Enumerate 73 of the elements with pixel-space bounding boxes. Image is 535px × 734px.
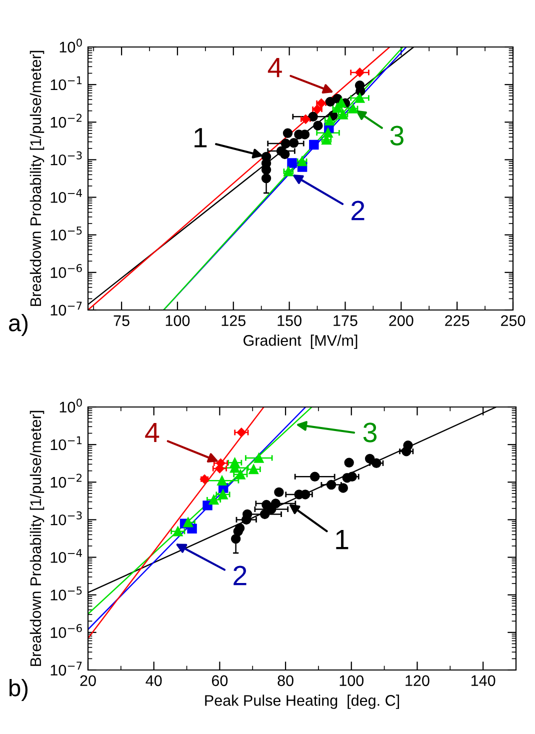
x-tick-label: 75 bbox=[114, 315, 130, 326]
point bbox=[355, 68, 364, 78]
point bbox=[344, 458, 354, 468]
point bbox=[270, 498, 281, 508]
point bbox=[280, 138, 291, 148]
x-axis-title: Gradient [MV/m] bbox=[244, 334, 358, 349]
point bbox=[282, 128, 293, 138]
y-tick-label: 10$^{−2}$ bbox=[50, 114, 82, 128]
y-tick-label: 10$^{−6}$ bbox=[50, 624, 82, 638]
annotation: 2 bbox=[234, 566, 246, 586]
x-tick-label: 250 bbox=[501, 315, 526, 326]
point bbox=[308, 112, 318, 122]
x-tick-label: 175 bbox=[334, 315, 358, 326]
y-tick-label: 10$^{−4}$ bbox=[50, 549, 82, 563]
annotation: 4 bbox=[145, 422, 160, 442]
y-tick-label: 10$^{−4}$ bbox=[50, 189, 82, 203]
point bbox=[347, 472, 357, 482]
y-tick-label: 10$^{−5}$ bbox=[50, 226, 82, 240]
y-axis-title: Breakdown Probability [1/pulse/meter] bbox=[30, 50, 44, 306]
annotation: 2 bbox=[352, 200, 364, 220]
x-tick-label: 140 bbox=[472, 675, 496, 686]
y-axis-title: Breakdown Probability [1/pulse/meter] bbox=[30, 410, 44, 666]
annotation: 4 bbox=[268, 58, 282, 78]
point bbox=[372, 458, 382, 468]
point bbox=[254, 453, 264, 463]
point bbox=[230, 534, 241, 544]
annotation: 3 bbox=[363, 422, 377, 442]
x-axis-title: Peak Pulse Heating [deg. C] bbox=[205, 694, 400, 709]
point bbox=[183, 518, 193, 528]
point bbox=[309, 140, 319, 150]
y-tick-label: 10$^{−7}$ bbox=[50, 662, 82, 676]
x-tick-label: 125 bbox=[222, 315, 246, 326]
text: a) bbox=[9, 314, 28, 336]
x-tick-label: 225 bbox=[445, 315, 470, 326]
point bbox=[313, 120, 323, 130]
point bbox=[230, 458, 240, 468]
y-tick-label: 10$^{−6}$ bbox=[50, 264, 82, 278]
y-tick-label: 10$^{−7}$ bbox=[50, 302, 82, 316]
y-tick-label: 10$^{−2}$ bbox=[50, 474, 82, 488]
point bbox=[236, 428, 246, 438]
point bbox=[218, 490, 228, 500]
point bbox=[310, 472, 320, 482]
point bbox=[325, 96, 336, 107]
point bbox=[261, 173, 272, 184]
point bbox=[260, 509, 270, 520]
annotation: 1 bbox=[194, 128, 207, 148]
point bbox=[323, 128, 333, 138]
annotation: 3 bbox=[390, 126, 404, 146]
x-tick-label: 60 bbox=[212, 675, 228, 686]
point bbox=[173, 526, 183, 536]
y-tick-label: 10$^{0}$ bbox=[60, 38, 82, 53]
x-tick-label: 100 bbox=[166, 315, 190, 326]
point bbox=[274, 487, 284, 498]
x-tick-label: 80 bbox=[278, 675, 294, 686]
y-tick-label: 10$^{−3}$ bbox=[50, 151, 82, 166]
x-tick-label: 150 bbox=[278, 315, 302, 326]
y-tick-label: 10$^{0}$ bbox=[60, 398, 82, 413]
point bbox=[326, 480, 336, 490]
point bbox=[217, 476, 227, 486]
text: b) bbox=[10, 678, 28, 701]
y-tick-label: 10$^{−1}$ bbox=[50, 76, 82, 90]
x-tick-label: 40 bbox=[146, 675, 162, 686]
point bbox=[354, 93, 365, 103]
x-tick-label: 120 bbox=[406, 675, 430, 686]
point bbox=[236, 470, 246, 480]
y-tick-label: 10$^{−5}$ bbox=[50, 586, 82, 600]
y-tick-label: 10$^{−1}$ bbox=[50, 436, 82, 450]
x-tick-label: 20 bbox=[80, 675, 96, 686]
point bbox=[208, 494, 219, 505]
annotation: 1 bbox=[336, 530, 348, 550]
y-tick-label: 10$^{−3}$ bbox=[50, 511, 82, 526]
x-tick-label: 100 bbox=[340, 675, 364, 686]
x-tick-label: 200 bbox=[389, 315, 414, 326]
